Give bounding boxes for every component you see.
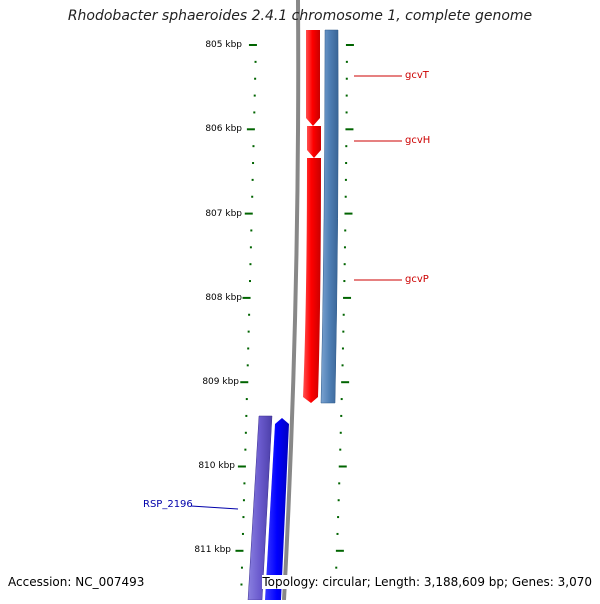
cds-bar-forward	[320, 29, 339, 404]
tick-marks-right	[334, 44, 354, 586]
tick-marks-left	[235, 44, 257, 586]
gene-gcvP[interactable]	[303, 158, 321, 403]
gene-gcvT[interactable]	[306, 30, 320, 126]
gene-label-gcvT[interactable]: gcvT	[405, 70, 429, 81]
tick-label-807: 807 kbp	[205, 209, 242, 219]
chromosome-backbone	[282, 0, 301, 601]
leader-RSP_2196	[190, 505, 239, 510]
gene-gcvH[interactable]	[307, 126, 321, 158]
tick-label-810: 810 kbp	[198, 461, 235, 471]
tick-label-809: 809 kbp	[202, 377, 239, 387]
accession-text: Accession: NC_007493	[8, 575, 145, 589]
tick-label-805: 805 kbp	[205, 40, 242, 50]
genome-summary-text: Topology: circular; Length: 3,188,609 bp…	[262, 575, 592, 589]
gene-label-gcvP[interactable]: gcvP	[405, 274, 429, 285]
tick-label-806: 806 kbp	[205, 124, 242, 134]
gene-label-RSP_2196[interactable]: RSP_2196	[143, 499, 193, 510]
map-title: Rhodobacter sphaeroides 2.4.1 chromosome…	[67, 8, 533, 24]
gene-RSP_2196[interactable]	[265, 418, 289, 600]
tick-label-808: 808 kbp	[205, 293, 242, 303]
tick-label-811: 811 kbp	[194, 545, 231, 555]
gene-label-gcvH[interactable]: gcvH	[405, 135, 431, 146]
